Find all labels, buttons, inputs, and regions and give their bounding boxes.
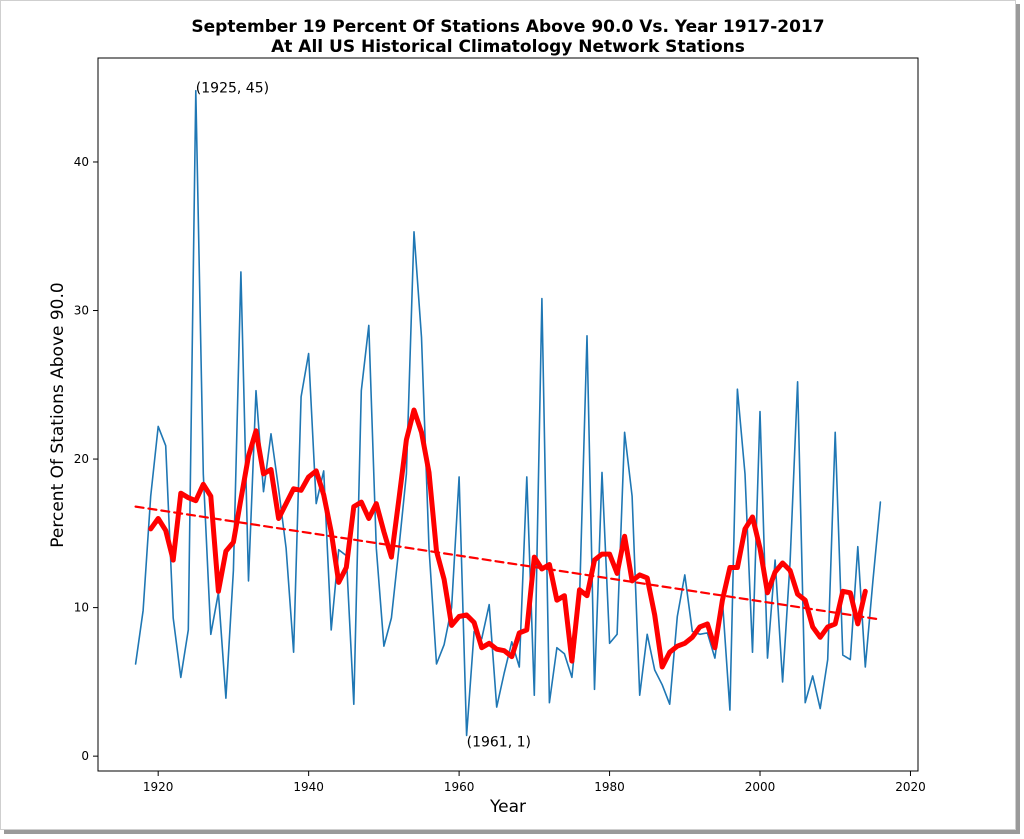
y-tick-label: 40 [74, 155, 89, 169]
y-tick-label: 0 [81, 749, 89, 763]
y-axis-label: Percent Of Stations Above 90.0 [48, 282, 68, 547]
plot-area [97, 57, 919, 772]
annotation-label: (1925, 45) [196, 81, 269, 97]
trend-line [134, 505, 882, 621]
chart-subtitle: At All US Historical Climatology Network… [271, 37, 745, 57]
y-tick-label: 10 [74, 601, 89, 615]
smoothed-series-line [148, 407, 868, 670]
series-layer [134, 89, 882, 737]
x-tick-label: 1920 [143, 780, 174, 794]
chart-title: September 19 Percent Of Stations Above 9… [191, 17, 824, 37]
x-axis-label: Year [489, 797, 526, 817]
x-axis-ticks: 1920 1940 1960 1980 2000 2020 [143, 771, 926, 794]
x-tick-label: 1940 [293, 780, 324, 794]
annotation-label: (1961, 1) [467, 734, 531, 750]
x-tick-label: 2020 [895, 780, 926, 794]
y-tick-label: 20 [74, 452, 89, 466]
raw-series-line [134, 89, 882, 737]
x-tick-label: 1960 [444, 780, 475, 794]
x-tick-label: 1980 [594, 780, 625, 794]
y-axis-ticks: 0 10 20 30 40 [74, 155, 98, 763]
annotation-layer: (1925, 45) (1961, 1) [196, 81, 531, 751]
y-tick-label: 30 [74, 304, 89, 318]
x-tick-label: 2000 [745, 780, 776, 794]
